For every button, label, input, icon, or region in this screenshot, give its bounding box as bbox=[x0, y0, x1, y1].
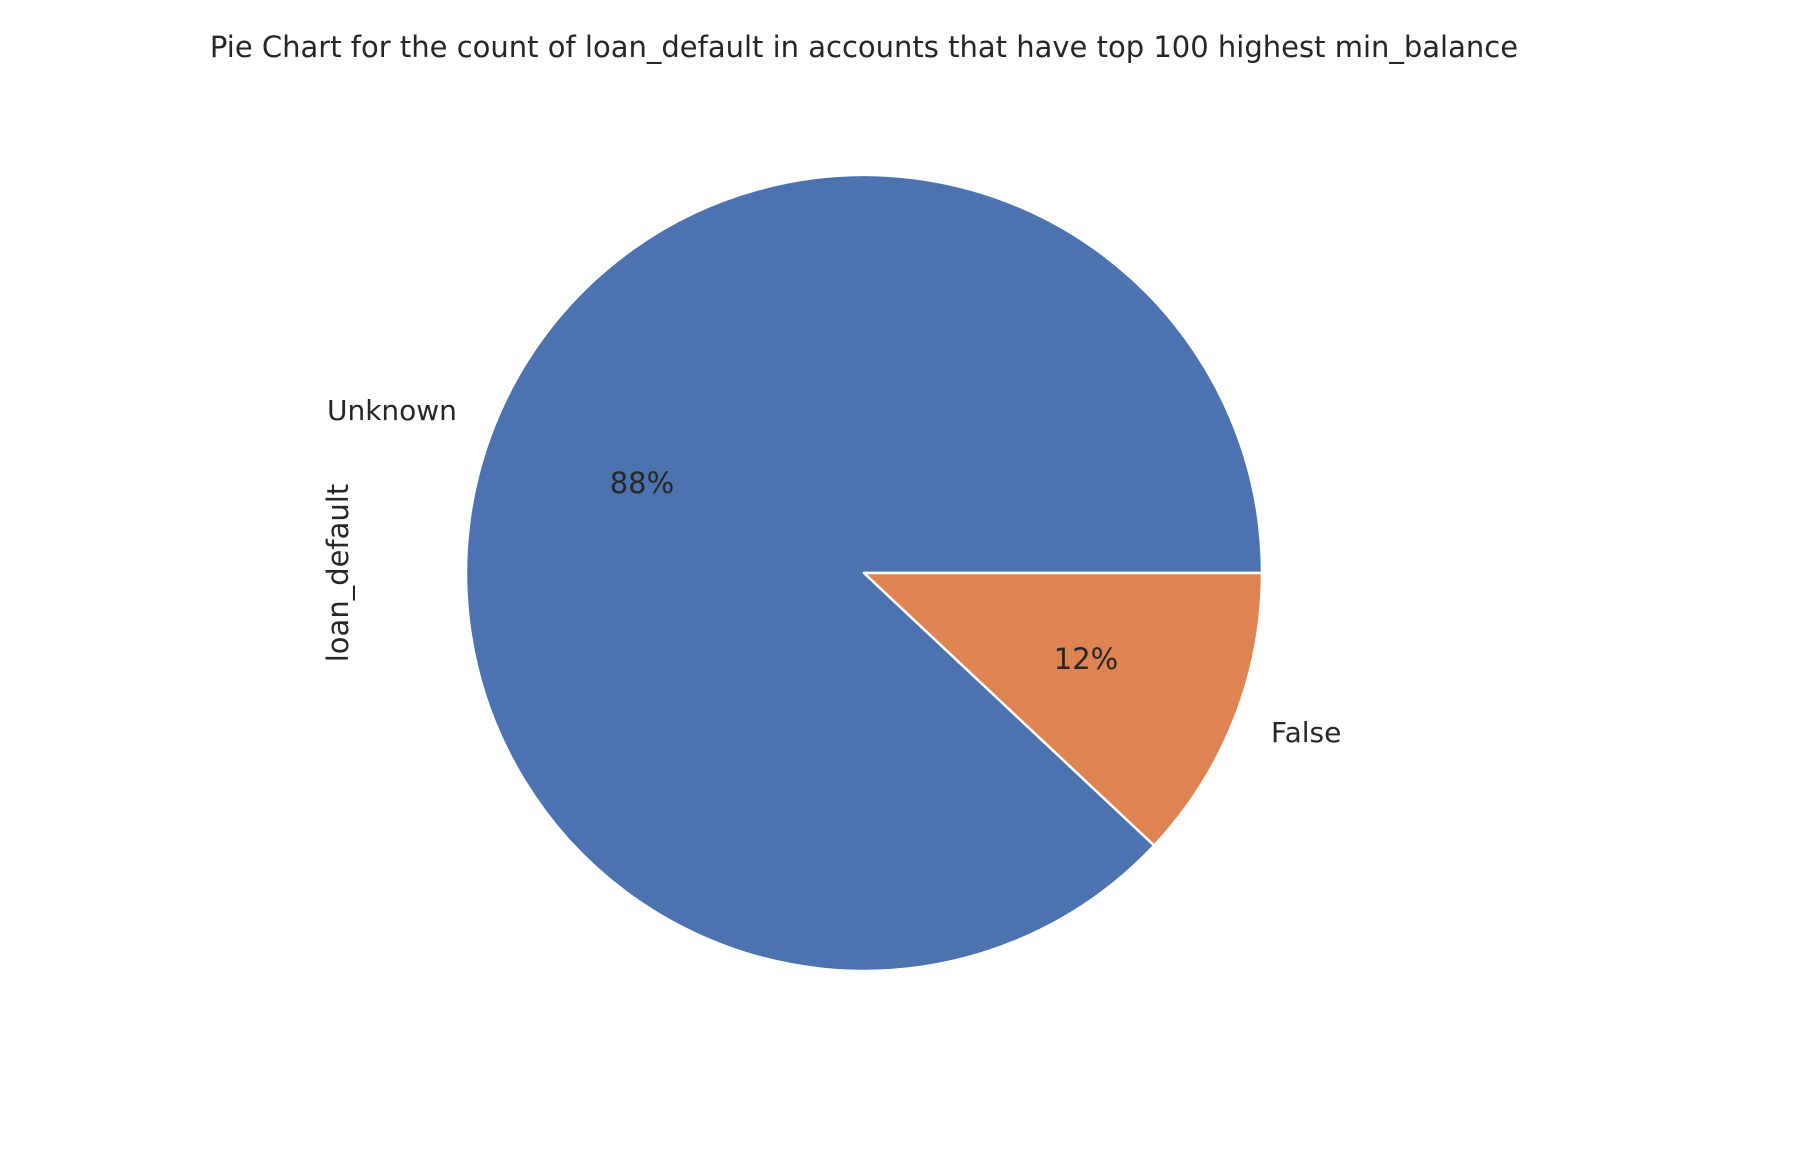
slice-label-false: False bbox=[1271, 716, 1341, 749]
pie-slice-false bbox=[862, 571, 1264, 847]
slice-label-unknown: Unknown bbox=[327, 394, 457, 427]
chart-title: Pie Chart for the count of loan_default … bbox=[210, 30, 1518, 64]
pie-labels: Unknown 88% False 12% bbox=[327, 394, 1341, 749]
percent-label-false: 12% bbox=[1054, 642, 1118, 676]
pie-slices bbox=[464, 173, 1264, 973]
y-axis-label: loan_default bbox=[321, 484, 355, 663]
percent-label-unknown: 88% bbox=[610, 466, 674, 500]
